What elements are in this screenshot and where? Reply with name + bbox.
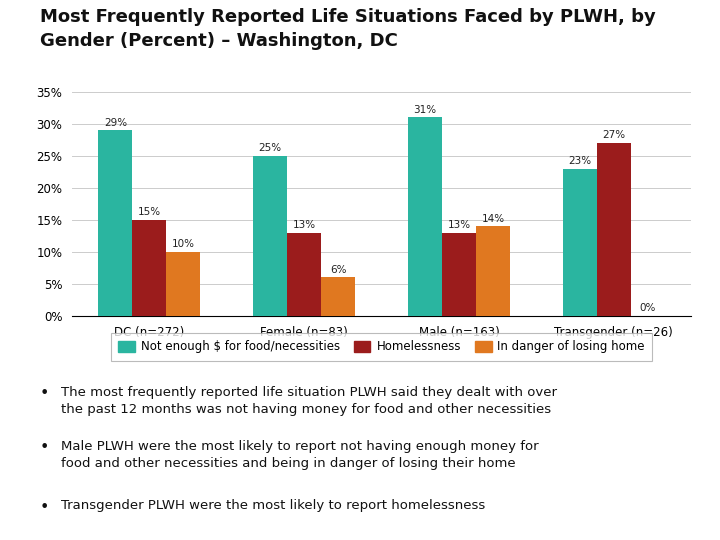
Text: The most frequently reported life situation PLWH said they dealt with over
the p: The most frequently reported life situat… (61, 386, 557, 416)
Bar (408, 117, 442, 316)
Bar (99, 130, 132, 316)
Text: Male PLWH were the most likely to report not having enough money for
food and ot: Male PLWH were the most likely to report… (61, 440, 539, 470)
Text: 31%: 31% (413, 105, 436, 115)
Text: 13%: 13% (292, 220, 316, 230)
Text: 13%: 13% (447, 220, 471, 230)
Text: Most Frequently Reported Life Situations Faced by PLWH, by
Gender (Percent) – Wa: Most Frequently Reported Life Situations… (40, 8, 655, 50)
Bar (166, 252, 200, 316)
Bar (563, 168, 597, 316)
Text: 6%: 6% (330, 265, 346, 275)
Bar (253, 156, 287, 316)
Text: •: • (40, 500, 49, 515)
Text: Transgender PLWH were the most likely to report homelessness: Transgender PLWH were the most likely to… (61, 500, 485, 512)
Text: 23%: 23% (568, 156, 591, 166)
Bar (597, 143, 631, 316)
Legend: Not enough $ for food/necessities, Homelessness, In danger of losing home: Not enough $ for food/necessities, Homel… (111, 333, 652, 361)
Text: •: • (40, 440, 49, 455)
Text: 0%: 0% (639, 303, 656, 313)
Bar (442, 233, 476, 316)
Text: 27%: 27% (602, 131, 626, 140)
Text: 14%: 14% (482, 214, 505, 224)
Text: 25%: 25% (258, 143, 282, 153)
Bar (132, 220, 166, 316)
Text: 29%: 29% (104, 118, 127, 127)
Bar (321, 278, 355, 316)
Bar (476, 226, 510, 316)
Text: 15%: 15% (138, 207, 161, 217)
Text: •: • (40, 386, 49, 401)
Text: 10%: 10% (172, 239, 195, 249)
Bar (287, 233, 321, 316)
